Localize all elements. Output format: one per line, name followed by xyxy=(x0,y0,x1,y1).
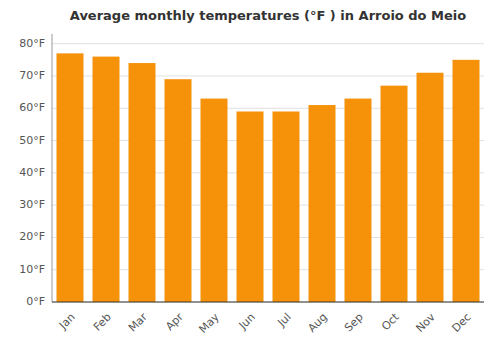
x-axis: Jan Feb Mar Apr May Jun Jul Aug Sep Oct Nov Dec xyxy=(52,302,484,336)
bar xyxy=(201,99,228,302)
bar xyxy=(165,79,192,302)
bar xyxy=(309,105,336,302)
x-tick-label: Oct xyxy=(379,310,402,333)
bars xyxy=(57,53,480,302)
x-tick-label: Mar xyxy=(126,310,150,334)
grid xyxy=(52,44,484,302)
y-tick-label: 40°F xyxy=(19,166,45,179)
y-tick-label: 70°F xyxy=(19,69,45,82)
x-tick-label: May xyxy=(196,310,222,336)
grid-line xyxy=(52,43,484,44)
x-tick-label: Jan xyxy=(56,311,78,333)
bar xyxy=(93,57,120,302)
x-tick-label: Jul xyxy=(274,311,293,330)
y-axis: 0°F 10°F 20°F 30°F 40°F 50°F 60°F 70°F 80°F xyxy=(19,34,52,308)
bar xyxy=(417,73,444,302)
bar xyxy=(57,53,84,302)
chart-container: Average monthly temperatures (°F ) in Ar… xyxy=(0,0,500,350)
chart: Average monthly temperatures (°F ) in Ar… xyxy=(0,0,500,350)
y-tick-label: 30°F xyxy=(19,198,45,211)
x-tick-label: Jun xyxy=(236,311,258,333)
y-tick-label: 20°F xyxy=(19,230,45,243)
y-tick-label: 10°F xyxy=(19,263,45,276)
bar xyxy=(345,99,372,302)
y-axis-line xyxy=(52,34,53,302)
x-tick-label: Apr xyxy=(163,310,186,333)
y-tick-label: 0°F xyxy=(26,295,45,308)
y-tick-label: 50°F xyxy=(19,134,45,147)
x-tick-label: Feb xyxy=(91,311,114,334)
bar xyxy=(129,63,156,302)
x-tick-label: Sep xyxy=(342,311,366,335)
bar xyxy=(381,86,408,302)
x-axis-line xyxy=(52,302,484,303)
bar xyxy=(453,60,480,302)
grid-line xyxy=(52,302,484,303)
y-tick-label: 60°F xyxy=(19,101,45,114)
bar xyxy=(237,111,264,302)
x-tick-label: Dec xyxy=(450,311,474,335)
x-tick-label: Nov xyxy=(413,310,438,335)
bar xyxy=(273,111,300,302)
y-tick-label: 80°F xyxy=(19,37,45,50)
title: Average monthly temperatures (°F ) in Ar… xyxy=(70,8,466,23)
x-tick-label: Aug xyxy=(305,311,329,335)
